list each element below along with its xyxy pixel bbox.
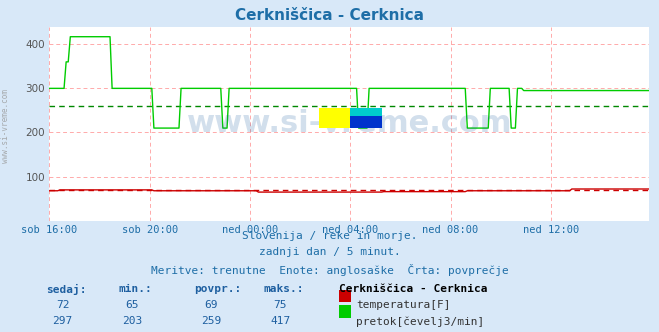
Text: 75: 75 bbox=[273, 300, 287, 310]
Text: povpr.:: povpr.: bbox=[194, 284, 242, 294]
Text: www.si-vreme.com: www.si-vreme.com bbox=[1, 89, 10, 163]
Text: Slovenija / reke in morje.: Slovenija / reke in morje. bbox=[242, 231, 417, 241]
Text: 417: 417 bbox=[270, 316, 290, 326]
Text: Cerkniščica - Cerknica: Cerkniščica - Cerknica bbox=[339, 284, 488, 294]
Text: 72: 72 bbox=[56, 300, 69, 310]
Bar bbox=[351, 116, 382, 128]
Text: maks.:: maks.: bbox=[264, 284, 304, 294]
Text: Meritve: trenutne  Enote: anglosaške  Črta: povprečje: Meritve: trenutne Enote: anglosaške Črta… bbox=[151, 264, 508, 276]
Text: 259: 259 bbox=[201, 316, 221, 326]
Text: Cerkniščica - Cerknica: Cerkniščica - Cerknica bbox=[235, 8, 424, 23]
Bar bbox=[319, 108, 351, 128]
Text: 65: 65 bbox=[125, 300, 138, 310]
Text: 203: 203 bbox=[122, 316, 142, 326]
Text: sedaj:: sedaj: bbox=[46, 284, 86, 295]
Text: pretok[čevelj3/min]: pretok[čevelj3/min] bbox=[356, 316, 484, 327]
Text: www.si-vreme.com: www.si-vreme.com bbox=[186, 109, 512, 138]
Text: 297: 297 bbox=[53, 316, 72, 326]
Text: 69: 69 bbox=[204, 300, 217, 310]
Text: temperatura[F]: temperatura[F] bbox=[356, 300, 450, 310]
Text: min.:: min.: bbox=[119, 284, 152, 294]
Bar bbox=[351, 108, 382, 116]
Text: zadnji dan / 5 minut.: zadnji dan / 5 minut. bbox=[258, 247, 401, 257]
